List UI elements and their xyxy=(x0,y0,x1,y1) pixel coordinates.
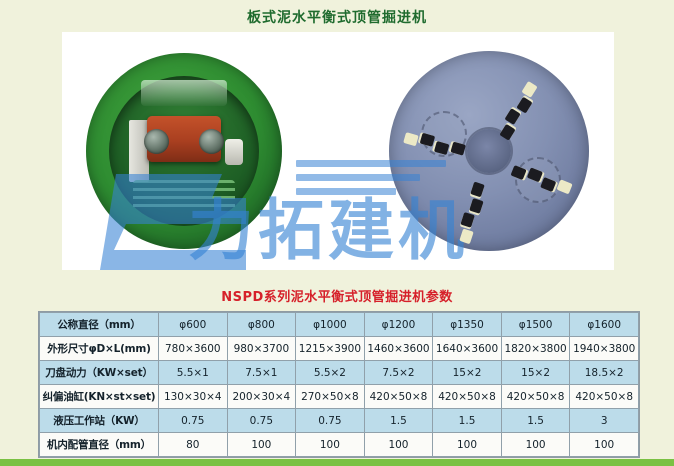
table-cell: 0.75 xyxy=(295,408,365,433)
machine-piping xyxy=(133,179,235,210)
page-title: 板式泥水平衡式顶管掘进机 xyxy=(247,10,427,26)
table-row: 液压工作站（KW） 0.75 0.75 0.75 1.5 1.5 1.5 3 xyxy=(39,408,639,433)
machine-tank xyxy=(224,139,243,166)
spec-table-container: 公称直径（mm） φ600 φ800 φ1000 φ1200 φ1350 φ15… xyxy=(38,311,640,458)
table-cell: 15×2 xyxy=(432,360,502,385)
table-row: 刀盘动力（KW×set） 5.5×1 7.5×1 5.5×2 7.5×2 15×… xyxy=(39,360,639,385)
table-cell: 100 xyxy=(500,432,571,457)
row-label: 公称直径（mm） xyxy=(39,312,159,337)
green-ring-shell xyxy=(86,53,282,249)
table-cell: 7.5×2 xyxy=(363,360,434,385)
cutter-tooth xyxy=(556,179,573,195)
table-cell: 1215×3900 xyxy=(295,336,365,361)
cutter-tooth xyxy=(469,198,484,214)
table-cell: 420×50×8 xyxy=(432,384,502,409)
cutter-tooth xyxy=(510,165,527,181)
table-row: 纠偏油缸(KN×st×set) 130×30×4 200×30×4 270×50… xyxy=(39,384,639,409)
table-cell: 1940×3800 xyxy=(569,336,639,361)
table-cell: 420×50×8 xyxy=(363,384,434,409)
table-cell: 5.5×2 xyxy=(295,360,365,385)
bottom-accent-rule xyxy=(0,459,674,466)
table-cell: 1820×3800 xyxy=(500,336,571,361)
photo-band xyxy=(62,32,614,270)
table-cell: φ1000 xyxy=(295,312,365,337)
table-cell: 100 xyxy=(226,432,297,457)
table-cell: 7.5×1 xyxy=(226,360,297,385)
table-row: 机内配管直径（mm） 80 100 100 100 100 100 100 xyxy=(39,432,639,457)
table-cell: 100 xyxy=(569,432,639,457)
table-cell: φ800 xyxy=(226,312,297,337)
table-row: 公称直径（mm） φ600 φ800 φ1000 φ1200 φ1350 φ15… xyxy=(39,312,639,337)
cutter-tooth xyxy=(516,96,533,114)
row-label: 外形尺寸φD×L(mm) xyxy=(39,336,159,361)
machine-upper-housing xyxy=(140,80,228,107)
table-cell: 0.75 xyxy=(226,408,297,433)
machine-gearbox xyxy=(144,116,224,163)
machine-side-plate xyxy=(129,119,150,182)
cutter-tooth xyxy=(459,228,474,245)
spec-table-body: 公称直径（mm） φ600 φ800 φ1000 φ1200 φ1350 φ15… xyxy=(39,312,639,457)
table-cell: 100 xyxy=(295,432,365,457)
table-cell: 0.75 xyxy=(158,408,228,433)
row-label: 纠偏油缸(KN×st×set) xyxy=(39,384,159,409)
table-cell: φ1500 xyxy=(500,312,571,337)
cutter-tooth xyxy=(419,132,436,147)
rear-view-photo xyxy=(66,32,302,270)
cutter-tooth xyxy=(460,211,475,228)
cutter-tooth xyxy=(450,141,466,156)
cutter-tooth xyxy=(470,181,485,198)
table-cell: φ600 xyxy=(158,312,228,337)
table-cell: 100 xyxy=(363,432,434,457)
table-cell: 80 xyxy=(158,432,228,457)
table-row: 外形尺寸φD×L(mm) 780×3600 980×3700 1215×3900… xyxy=(39,336,639,361)
table-cell: 1.5 xyxy=(363,408,434,433)
cutter-head-photo xyxy=(368,32,610,270)
cutter-head-disc xyxy=(389,51,589,251)
table-cell: 18.5×2 xyxy=(569,360,639,385)
cutter-tooth xyxy=(403,132,419,147)
table-cell: φ1350 xyxy=(432,312,502,337)
spec-table: 公称直径（mm） φ600 φ800 φ1000 φ1200 φ1350 φ15… xyxy=(39,312,639,457)
table-cell: 1460×3600 xyxy=(363,336,434,361)
row-label: 刀盘动力（KW×set） xyxy=(39,360,159,385)
table-cell: 15×2 xyxy=(500,360,571,385)
table-cell: 1.5 xyxy=(432,408,502,433)
row-label: 液压工作站（KW） xyxy=(39,408,159,433)
cutter-arm-3 xyxy=(454,157,496,246)
table-cell: φ1600 xyxy=(569,312,639,337)
table-cell: 200×30×4 xyxy=(226,384,297,409)
table-cell: 3 xyxy=(569,408,639,433)
table-cell: 130×30×4 xyxy=(158,384,228,409)
table-cell: φ1200 xyxy=(363,312,434,337)
table-cell: 780×3600 xyxy=(158,336,228,361)
table-cell: 420×50×8 xyxy=(569,384,639,409)
table-cell: 270×50×8 xyxy=(295,384,365,409)
table-cell: 980×3700 xyxy=(226,336,297,361)
cutter-tooth xyxy=(499,123,516,141)
cutter-tooth xyxy=(504,108,521,125)
table-cell: 420×50×8 xyxy=(500,384,571,409)
spec-table-title: NSPD系列泥水平衡式顶管掘进机参数 xyxy=(221,290,453,305)
row-label: 机内配管直径（mm） xyxy=(39,432,159,457)
table-cell: 100 xyxy=(432,432,502,457)
table-cell: 1.5 xyxy=(500,408,571,433)
table-cell: 1640×3600 xyxy=(432,336,502,361)
cutter-tooth xyxy=(521,80,538,98)
table-cell: 5.5×1 xyxy=(158,360,228,385)
